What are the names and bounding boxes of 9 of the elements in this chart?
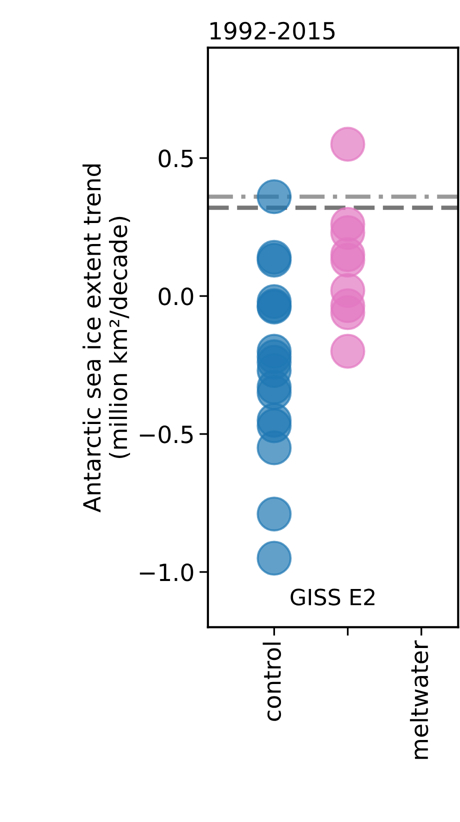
y-tick-label: 0.5 xyxy=(158,150,193,168)
y-axis-title: Antarctic sea ice extent trend (million km²/decade) xyxy=(82,164,130,512)
y-tick-label: −0.5 xyxy=(140,425,193,444)
annotation: GISS E2 xyxy=(290,588,374,606)
x-tick-label: control xyxy=(262,642,282,721)
x-tick-label: meltwater xyxy=(410,640,428,759)
y-tick-label: −1.0 xyxy=(140,563,194,582)
y-tick-label: 0.0 xyxy=(158,287,194,306)
chart-title: 1992-2015 xyxy=(210,22,335,40)
